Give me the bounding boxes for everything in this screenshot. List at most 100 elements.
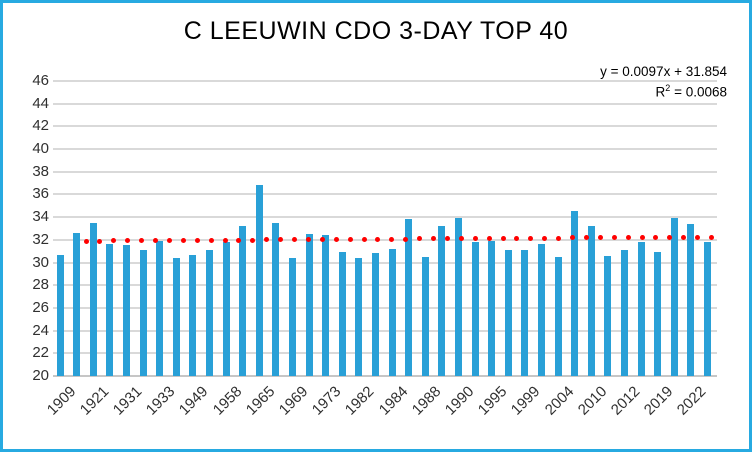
x-tick-label: 1933 — [143, 383, 179, 419]
bar — [239, 226, 247, 376]
trendline-annotation: y = 0.0097x + 31.854 R2 = 0.0068 — [600, 62, 727, 103]
gridline — [53, 238, 717, 241]
x-tick-label: 1965 — [242, 383, 279, 419]
y-tick-label: 30 — [32, 253, 49, 271]
trendline-dot — [695, 234, 701, 240]
x-tick-label: 1982 — [342, 383, 378, 419]
trendline-dot — [208, 237, 214, 243]
bar — [156, 240, 164, 376]
gridline — [53, 375, 717, 377]
x-tick-label: 1988 — [408, 383, 445, 419]
y-tick-label: 24 — [32, 321, 49, 339]
trendline-equation: y = 0.0097x + 31.854 — [600, 64, 727, 79]
x-tick-label: 1931 — [109, 383, 146, 419]
bar — [288, 257, 296, 376]
trendline-dot — [264, 237, 270, 243]
trendline-dot — [528, 235, 534, 241]
bar — [604, 255, 612, 376]
trendline-dot — [653, 234, 659, 240]
bar — [322, 235, 330, 376]
gridline — [53, 352, 717, 355]
trendline-dot — [236, 237, 242, 243]
x-tick-label: 1958 — [209, 383, 246, 419]
bar — [89, 222, 97, 376]
gridline — [53, 329, 717, 332]
trendline-dot — [305, 237, 311, 243]
trendline-dot — [333, 237, 339, 242]
trendline-dot — [83, 238, 89, 244]
trendline-dot — [709, 234, 714, 240]
trendline-dot — [500, 235, 506, 241]
x-tick-label: 1990 — [441, 383, 478, 419]
bar — [355, 257, 363, 376]
y-tick-label: 34 — [32, 208, 49, 226]
bar — [703, 242, 711, 376]
trendline-dot — [139, 238, 145, 244]
bar — [504, 250, 512, 376]
y-tick-label: 44 — [32, 94, 49, 112]
bar — [571, 211, 579, 376]
bar — [139, 250, 147, 376]
y-tick-label: 42 — [32, 117, 49, 135]
bar — [421, 256, 429, 376]
gridline — [53, 170, 717, 173]
bar — [205, 250, 213, 376]
trendline-dot — [153, 238, 158, 244]
x-tick-label: 1995 — [475, 383, 511, 419]
bar — [471, 242, 479, 376]
gridline — [53, 79, 717, 82]
x-tick-label: 2022 — [674, 383, 710, 419]
trendline-dot — [403, 236, 409, 242]
bar — [272, 222, 280, 376]
y-tick-label: 46 — [32, 71, 49, 89]
trendline-dot — [375, 236, 381, 242]
trendline-dot — [292, 237, 297, 243]
r-squared-exponent: 2 — [665, 83, 671, 94]
x-tick-label: 2019 — [641, 383, 677, 419]
gridline — [53, 102, 717, 105]
y-tick-label: 40 — [32, 140, 49, 157]
bar — [587, 226, 595, 376]
trendline-dot — [319, 237, 325, 243]
y-tick-label: 32 — [32, 230, 49, 248]
trendline-dot — [681, 234, 687, 240]
gridline — [53, 193, 717, 196]
y-tick-label: 28 — [32, 276, 49, 294]
trendline-dot — [611, 235, 617, 241]
trendline-dot — [97, 238, 103, 244]
trendline-dot — [194, 237, 200, 243]
x-tick-label: 2004 — [541, 383, 578, 419]
r-squared-label: R2 = 0.0068 — [655, 83, 727, 100]
trendline-dot — [556, 235, 562, 241]
gridline — [53, 261, 717, 264]
trendline-dot — [583, 235, 589, 241]
x-tick-label: 1949 — [176, 383, 212, 419]
x-tick-label: 2012 — [607, 383, 644, 419]
bar — [56, 254, 64, 376]
gridline — [53, 306, 717, 309]
trendline-dot — [667, 234, 673, 240]
gridline — [53, 148, 717, 150]
bar — [172, 257, 180, 376]
bar — [106, 244, 114, 376]
x-tick-label: 1909 — [43, 383, 80, 419]
trendline-dot — [597, 235, 603, 241]
trendline-dot — [639, 234, 645, 240]
trendline-dot — [458, 236, 464, 242]
bar — [554, 256, 562, 376]
y-tick-label: 26 — [32, 298, 49, 316]
trendline-dot — [347, 236, 353, 242]
bar — [521, 250, 529, 376]
trendline-dot — [417, 236, 423, 242]
trendline-dot — [625, 235, 631, 241]
x-tick-label: 2010 — [574, 383, 611, 419]
y-tick-label: 20 — [32, 367, 49, 384]
bar — [438, 226, 446, 376]
trendline-dot — [180, 238, 186, 244]
bar — [189, 254, 197, 376]
trendline-dot — [361, 236, 367, 242]
bar — [338, 252, 346, 376]
trendline-dot — [166, 238, 172, 244]
trendline-dot — [542, 235, 548, 241]
